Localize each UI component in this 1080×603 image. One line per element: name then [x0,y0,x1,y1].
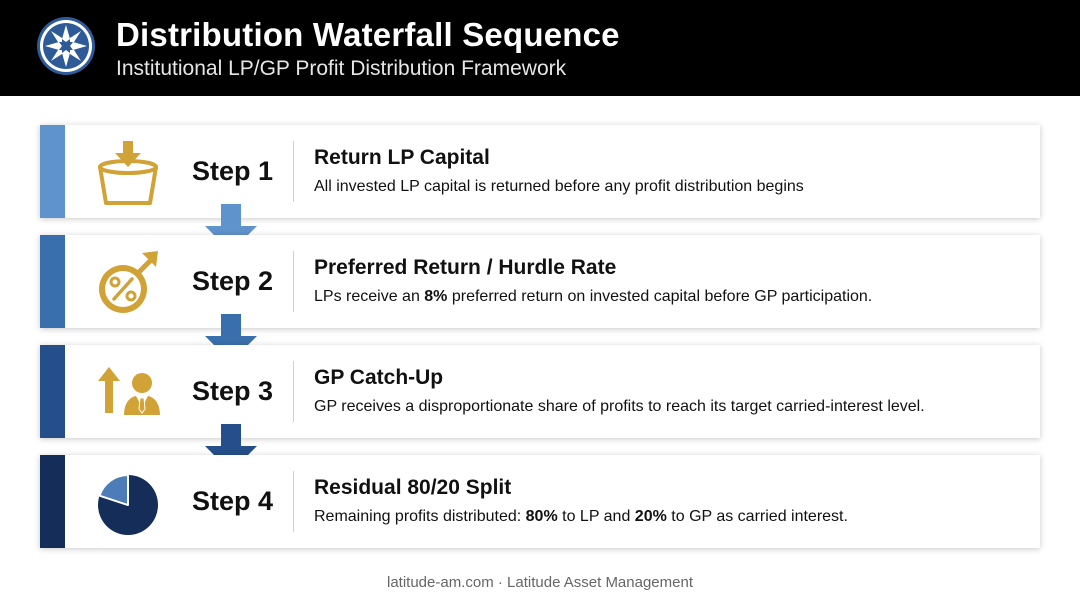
step-description: All invested LP capital is returned befo… [314,178,804,195]
header: Distribution Waterfall Sequence Institut… [0,0,1080,96]
divider [293,471,294,532]
arrow-down-icon [205,424,257,472]
step-description: LPs receive an 8% preferred return on in… [314,288,873,305]
pie-chart-icon [98,474,158,535]
step-description: GP receives a disproportionate share of … [314,398,925,415]
arrow-down-icon [205,314,257,362]
step-heading: GP Catch-Up [314,366,444,389]
divider [293,251,294,312]
page-title: Distribution Waterfall Sequence [116,16,620,53]
step-heading: Residual 80/20 Split [314,476,512,499]
step-label: Step 2 [192,266,274,296]
logo-icon [37,17,95,75]
page-subtitle: Institutional LP/GP Profit Distribution … [116,57,567,80]
step-color-bar [40,125,65,218]
step-card-3: Step 3 GP Catch-Up GP receives a disprop… [40,345,1040,438]
manager-growth-icon [98,367,160,415]
step-label: Step 3 [192,376,274,406]
step-color-bar [40,455,65,548]
step-color-bar [40,345,65,438]
step-card-4: Step 4 Residual 80/20 Split Remaining pr… [40,455,1040,548]
step-heading: Preferred Return / Hurdle Rate [314,256,617,279]
step-label: Step 1 [192,156,274,186]
step-color-bar [40,235,65,328]
divider [293,141,294,202]
arrow-down-icon [205,204,257,252]
step-card-2: Step 2 Preferred Return / Hurdle Rate LP… [40,235,1040,328]
step-heading: Return LP Capital [314,146,490,169]
divider [293,361,294,422]
capital-return-icon [98,141,158,205]
step-description: Remaining profits distributed: 80% to LP… [314,508,848,525]
footer-text: latitude-am.com · Latitude Asset Managem… [387,574,693,591]
step-label: Step 4 [192,486,274,516]
percent-growth-icon [99,251,158,313]
step-card-1: Step 1 Return LP Capital All invested LP… [40,125,1040,218]
